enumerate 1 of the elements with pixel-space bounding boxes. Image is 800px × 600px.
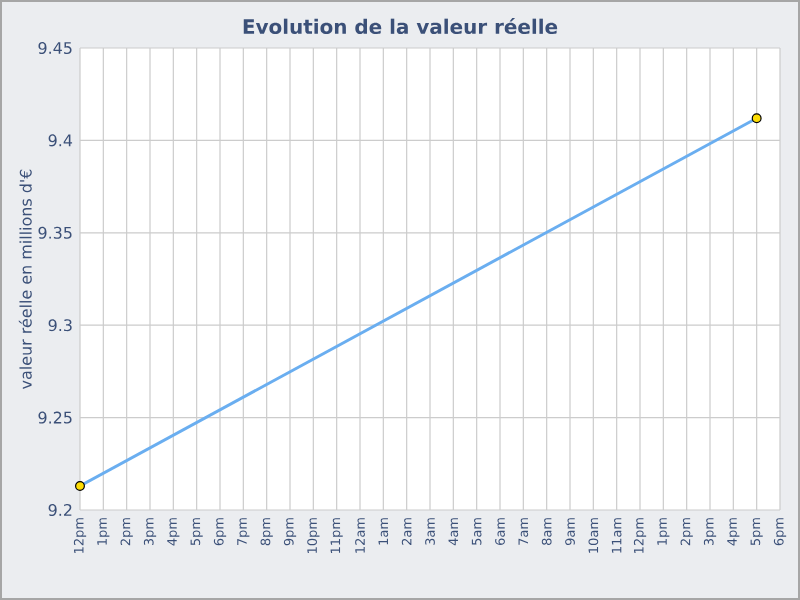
chart-title: Evolution de la valeur réelle <box>243 17 558 35</box>
